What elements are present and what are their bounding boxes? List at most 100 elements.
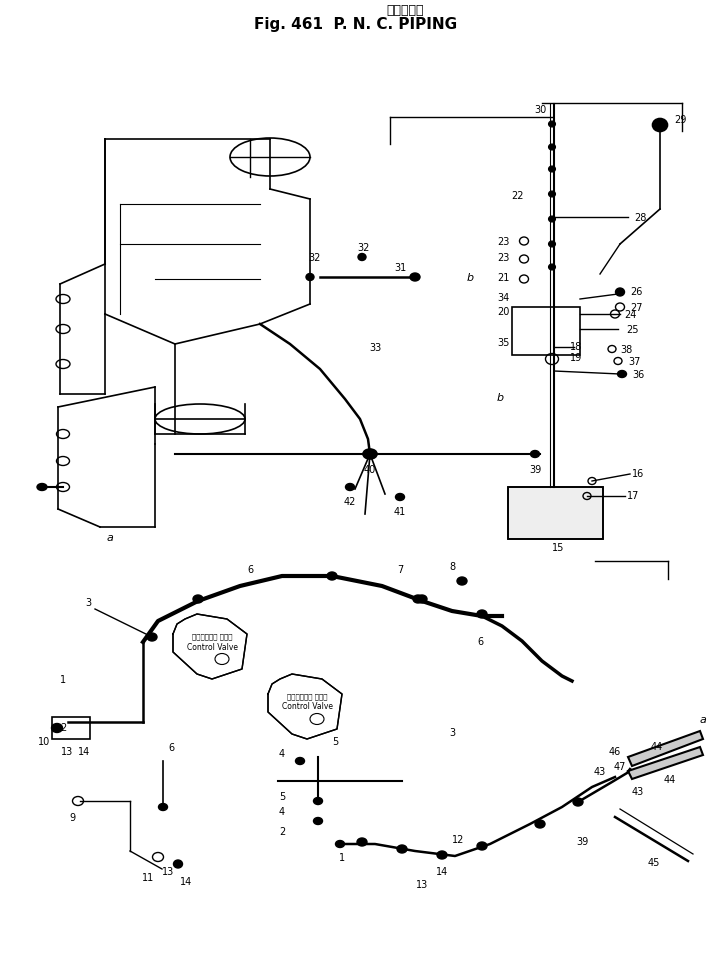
Text: 6: 6 — [168, 742, 174, 752]
Ellipse shape — [457, 578, 467, 585]
Text: 3: 3 — [449, 727, 455, 737]
Text: Fig. 461  P. N. C. PIPING: Fig. 461 P. N. C. PIPING — [254, 16, 458, 32]
Text: 32: 32 — [308, 253, 320, 262]
Ellipse shape — [530, 451, 540, 458]
Text: 17: 17 — [627, 490, 639, 501]
Text: 39: 39 — [529, 464, 541, 475]
Bar — [512, 308, 580, 356]
Text: 1: 1 — [60, 675, 66, 684]
Polygon shape — [628, 731, 703, 766]
Text: Control Valve: Control Valve — [281, 702, 333, 711]
Text: a: a — [700, 714, 706, 725]
Text: 24: 24 — [624, 309, 637, 320]
Text: 28: 28 — [634, 212, 646, 223]
Ellipse shape — [193, 596, 203, 604]
Text: 30: 30 — [534, 105, 546, 115]
Text: 5: 5 — [332, 736, 338, 747]
Ellipse shape — [535, 820, 545, 828]
Text: 47: 47 — [614, 761, 626, 771]
Text: 13: 13 — [416, 879, 428, 889]
Text: 26: 26 — [630, 286, 642, 297]
Text: 41: 41 — [394, 506, 406, 516]
Ellipse shape — [652, 119, 668, 133]
Text: 43: 43 — [594, 766, 606, 776]
Polygon shape — [268, 675, 342, 739]
Text: 23: 23 — [498, 253, 510, 262]
Ellipse shape — [548, 145, 555, 151]
Text: 36: 36 — [632, 370, 644, 380]
Ellipse shape — [548, 264, 555, 271]
Ellipse shape — [295, 757, 305, 765]
Ellipse shape — [410, 274, 420, 282]
Text: 40: 40 — [364, 464, 376, 475]
Text: 25: 25 — [626, 325, 639, 334]
Text: 34: 34 — [498, 293, 510, 303]
Ellipse shape — [615, 288, 624, 297]
Ellipse shape — [548, 242, 555, 248]
Text: 4: 4 — [279, 749, 285, 758]
Text: 2: 2 — [279, 826, 285, 836]
Ellipse shape — [345, 484, 355, 491]
Ellipse shape — [395, 494, 404, 501]
Text: 4: 4 — [279, 806, 285, 816]
Text: 43: 43 — [632, 786, 644, 796]
Text: 32: 32 — [357, 243, 370, 253]
Text: 35: 35 — [498, 337, 510, 348]
Bar — [508, 487, 603, 539]
Ellipse shape — [548, 122, 555, 128]
Text: 10: 10 — [38, 736, 50, 747]
Ellipse shape — [617, 371, 627, 378]
Ellipse shape — [477, 610, 487, 618]
Text: 44: 44 — [664, 775, 676, 784]
Ellipse shape — [313, 818, 323, 825]
Ellipse shape — [51, 724, 63, 732]
Ellipse shape — [313, 798, 323, 804]
Text: 37: 37 — [628, 357, 640, 366]
Text: 7: 7 — [397, 564, 403, 575]
Ellipse shape — [477, 842, 487, 850]
Text: 13: 13 — [162, 866, 174, 876]
Text: 16: 16 — [632, 469, 644, 479]
Text: 39: 39 — [576, 836, 588, 846]
Text: 45: 45 — [648, 857, 660, 867]
Text: 8: 8 — [449, 561, 455, 572]
Ellipse shape — [413, 596, 423, 604]
Text: 3: 3 — [85, 598, 91, 607]
Text: 9: 9 — [69, 812, 75, 823]
Ellipse shape — [363, 450, 377, 459]
Ellipse shape — [548, 192, 555, 198]
Ellipse shape — [358, 255, 366, 261]
Ellipse shape — [417, 596, 427, 604]
Bar — [508, 487, 603, 539]
Text: 20: 20 — [498, 307, 510, 317]
Text: 14: 14 — [436, 866, 448, 876]
Ellipse shape — [357, 838, 367, 846]
Text: 27: 27 — [630, 303, 642, 312]
Ellipse shape — [548, 167, 555, 173]
Text: b: b — [496, 393, 503, 403]
Text: 42: 42 — [344, 497, 356, 506]
Text: Control Valve: Control Valve — [187, 642, 238, 651]
Ellipse shape — [147, 633, 157, 641]
Ellipse shape — [159, 803, 167, 811]
Text: 22: 22 — [511, 191, 524, 201]
Text: パイピング: パイピング — [386, 4, 424, 16]
Ellipse shape — [548, 217, 555, 223]
Text: 15: 15 — [552, 542, 564, 553]
Text: 31: 31 — [394, 262, 406, 273]
Text: 44: 44 — [651, 741, 663, 752]
Text: b: b — [466, 273, 473, 283]
Ellipse shape — [437, 851, 447, 859]
Ellipse shape — [37, 484, 47, 491]
Ellipse shape — [397, 845, 407, 853]
Text: 21: 21 — [498, 273, 510, 283]
Text: a: a — [107, 532, 113, 542]
Polygon shape — [628, 748, 703, 779]
Text: コントロール バルブ: コントロール バルブ — [192, 633, 232, 640]
Text: 33: 33 — [369, 343, 381, 353]
Text: 5: 5 — [279, 791, 285, 801]
Text: 14: 14 — [78, 747, 90, 756]
Text: 23: 23 — [498, 236, 510, 247]
Ellipse shape — [335, 841, 345, 848]
Text: 14: 14 — [180, 876, 192, 886]
